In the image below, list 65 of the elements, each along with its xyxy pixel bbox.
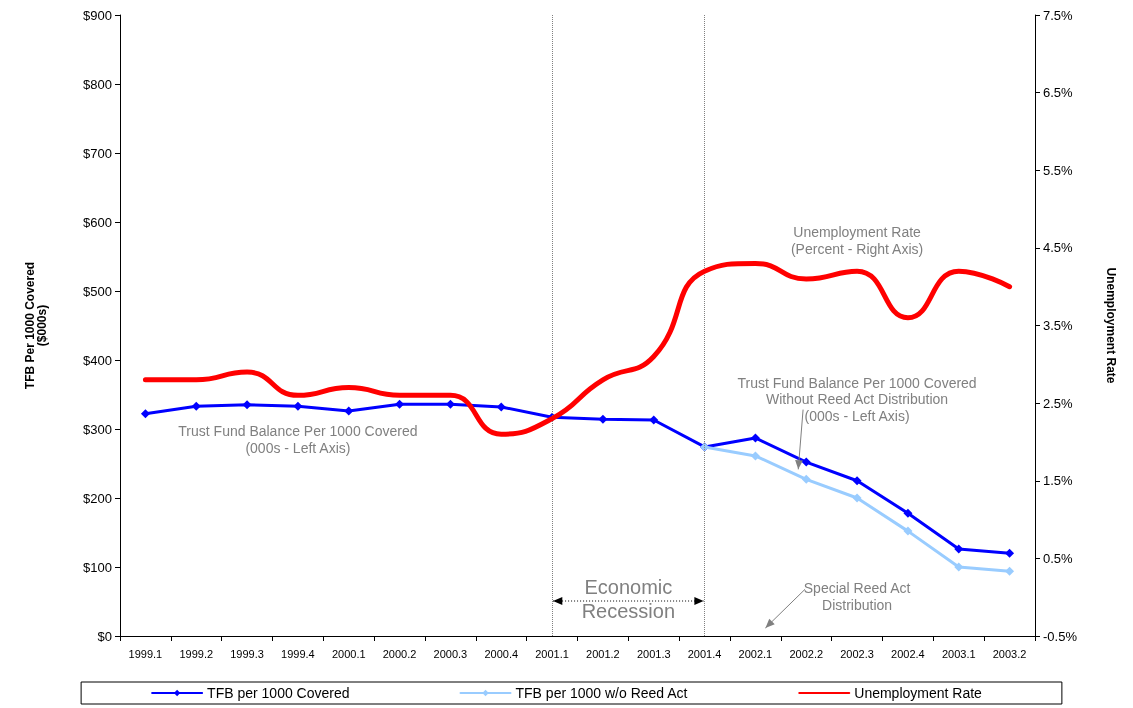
y2-tick-label: 3.5% [1043, 318, 1074, 333]
x-tick-label: 2001.1 [535, 647, 569, 660]
point [649, 415, 659, 425]
y-tick-label: $700 [83, 145, 112, 161]
y-tick-label: $0 [97, 628, 112, 644]
point [293, 401, 303, 411]
point [598, 414, 608, 424]
y2-tick-label: 2.5% [1043, 395, 1074, 411]
y2-tick-label: 5.5% [1043, 162, 1074, 178]
y-tick-label: $600 [83, 214, 112, 230]
x-tick-label: 1999.2 [179, 647, 214, 660]
annotation: Economic Recession [581, 576, 676, 622]
y2-tick-label: 7.5% [1043, 7, 1074, 23]
annotation: Unemployment Rate (Percent - Right Axis) [790, 224, 924, 257]
y2-tick-label: 4.5% [1043, 240, 1074, 256]
point [1005, 548, 1015, 558]
x-tick-label: 2001.2 [586, 647, 620, 660]
x-tick-label: 1999.4 [281, 647, 315, 660]
point [242, 400, 252, 410]
y2-tick-label: 6.5% [1043, 85, 1074, 101]
y2-tick-label: 0.5% [1043, 550, 1074, 566]
x-tick-label: 2000.2 [382, 647, 417, 660]
point [852, 476, 862, 486]
y-tick-label: $400 [83, 352, 112, 368]
annotation: Trust Fund Balance Per 1000 Covered Without Reed Act Distribution (000s - Left Axis) [737, 374, 977, 425]
x-tick-label: 2003.1 [941, 647, 976, 660]
annotation: Special Reed Act Distribution [803, 580, 911, 614]
x-tick-label: 2002.3 [840, 647, 874, 660]
legend-label: Unemployment Rate [854, 685, 983, 701]
point [750, 451, 760, 461]
legend-label: TFB per 1000 w/o Reed Act [515, 685, 688, 701]
y-tick-label: $900 [83, 7, 112, 23]
y-tick-label: $800 [83, 76, 112, 92]
y2-axis-title: Unemployment Rate [1104, 267, 1118, 384]
point [750, 433, 760, 443]
point [344, 406, 354, 416]
y-tick-label: $500 [83, 283, 112, 299]
point [1005, 566, 1015, 576]
legend-label: TFB per 1000 Covered [207, 685, 350, 701]
point [903, 508, 913, 518]
point [801, 457, 811, 467]
x-tick-label: 2003.2 [992, 647, 1027, 660]
point [903, 526, 913, 536]
y-tick-label: $200 [83, 490, 112, 506]
point [140, 409, 150, 419]
x-tick-label: 1999.1 [128, 647, 163, 660]
y2-tick-label: 1.5% [1043, 473, 1074, 489]
point [801, 474, 811, 484]
point [852, 493, 862, 503]
x-tick-label: 2001.4 [687, 647, 722, 660]
x-tick-label: 2000.1 [331, 647, 366, 660]
x-tick-label: 1999.3 [230, 647, 264, 660]
x-tick-label: 2000.4 [484, 647, 519, 660]
x-tick-label: 2002.4 [891, 647, 925, 660]
x-tick-label: 2002.2 [789, 647, 824, 660]
y-tick-label: $100 [83, 559, 112, 575]
point [954, 544, 964, 554]
annotation: Trust Fund Balance Per 1000 Covered (000s - Left Axis) [178, 422, 418, 456]
y-axis-title: TFB Per 1000 Covered ($000s) [23, 261, 49, 390]
y2-tick-label: -0.5% [1043, 628, 1078, 644]
x-tick-label: 2002.1 [738, 647, 773, 660]
point [191, 401, 201, 411]
x-tick-label: 2000.3 [433, 647, 468, 660]
y-tick-label: $300 [83, 421, 112, 437]
x-tick-label: 2001.3 [636, 647, 671, 660]
